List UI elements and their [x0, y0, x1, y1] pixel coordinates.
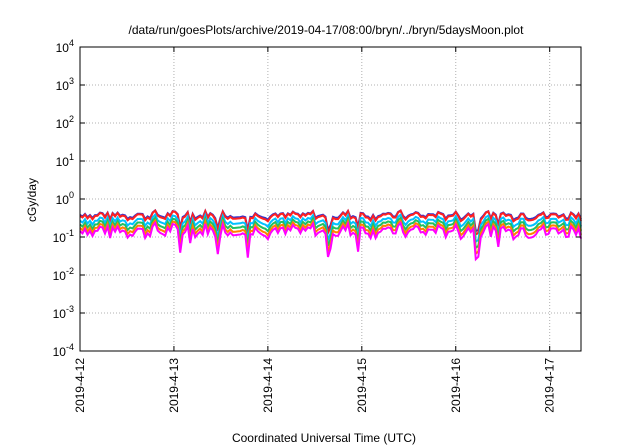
series-line: [79, 208, 582, 237]
y-tick-labels: 10-4 10-3 10-2 10-1 100 101 102 103 104: [53, 38, 581, 359]
x-tick-label: 2019-4-13: [167, 358, 181, 413]
plot-frame: [79, 46, 582, 352]
x-tick-labels: 2019-4-12 2019-4-13 2019-4-14 2019-4-15 2019…: [73, 47, 557, 413]
x-tick-label: 2019-4-17: [543, 358, 557, 413]
x-tick-label: 2019-4-12: [73, 358, 87, 413]
x-tick-label: 2019-4-16: [449, 358, 463, 413]
y-tick-label: 103: [56, 76, 74, 93]
y-tick-label: 100: [56, 190, 74, 207]
grid-lines: [80, 47, 581, 351]
series-line: [79, 220, 582, 262]
y-tick-label: 10-4: [53, 342, 74, 359]
y-tick-label: 10-3: [53, 304, 74, 321]
y-tick-label: 10-1: [53, 228, 74, 245]
chart-title: /data/run/goesPlots/archive/2019-04-17/0…: [129, 23, 525, 37]
y-tick-label: 101: [56, 152, 74, 169]
y-tick-label: 102: [56, 114, 74, 131]
y-tick-label: 104: [56, 38, 74, 55]
x-tick-label: 2019-4-14: [261, 358, 275, 413]
y-tick-label: 10-2: [53, 266, 74, 283]
y-axis-label: cGy/day: [25, 178, 39, 222]
x-tick-label: 2019-4-15: [355, 358, 369, 413]
x-axis-label: Coordinated Universal Time (UTC): [232, 431, 416, 445]
data-series: [79, 208, 582, 262]
